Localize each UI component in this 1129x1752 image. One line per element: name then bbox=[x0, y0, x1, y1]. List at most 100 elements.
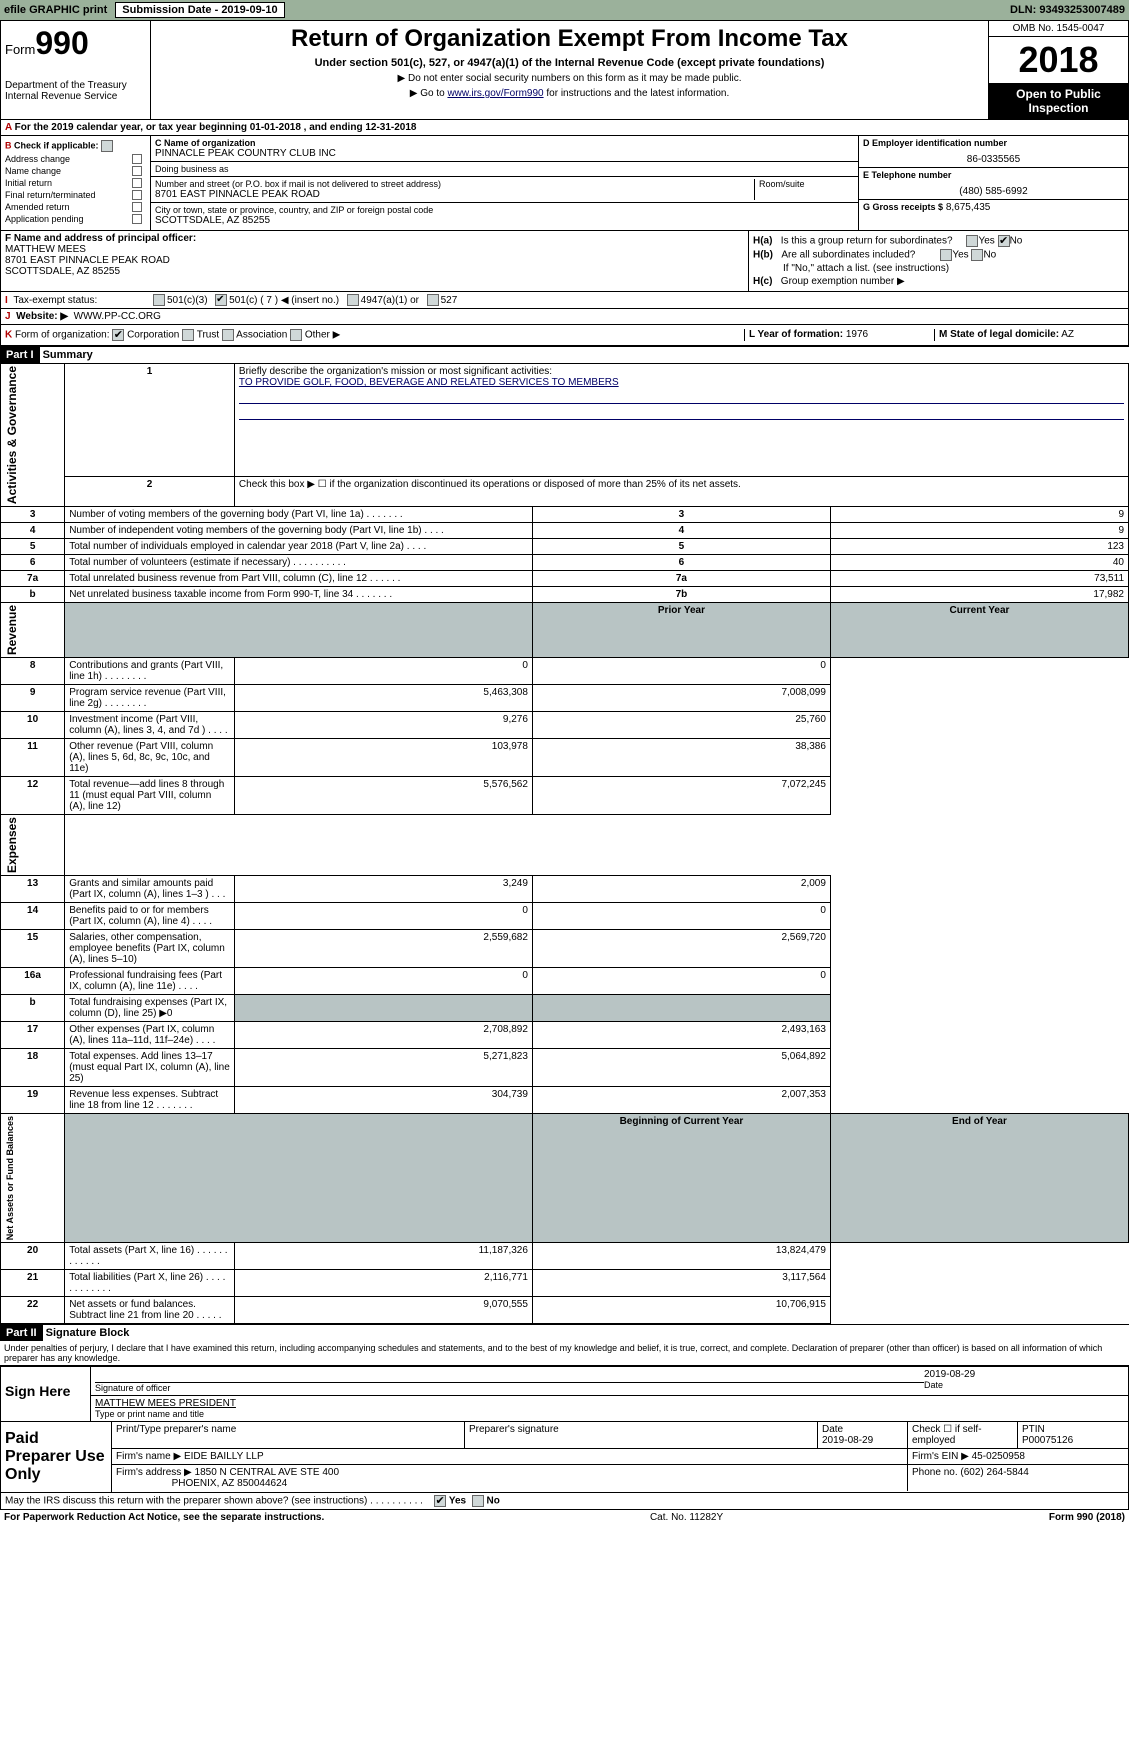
footer-yes-cb[interactable] bbox=[434, 1495, 446, 1507]
main-info: B Check if applicable: Address changeNam… bbox=[0, 136, 1129, 231]
row-py: 0 bbox=[234, 658, 532, 685]
hb-note: If "No," attach a list. (see instruction… bbox=[753, 263, 1124, 274]
org-name: PINNACLE PEAK COUNTRY CLUB INC bbox=[155, 148, 854, 159]
checkbox[interactable] bbox=[132, 178, 142, 188]
principal-left: F Name and address of principal officer:… bbox=[1, 231, 748, 291]
part1-title: Summary bbox=[43, 349, 93, 361]
checkbox[interactable] bbox=[132, 190, 142, 200]
ha-no-cb[interactable] bbox=[998, 235, 1010, 247]
row-desc: Investment income (Part VIII, column (A)… bbox=[65, 712, 235, 739]
tax-cb3[interactable] bbox=[347, 294, 359, 306]
row-cy: 2,007,353 bbox=[532, 1087, 830, 1114]
form-header: Form990 Department of the Treasury Inter… bbox=[0, 20, 1129, 120]
tax-cb4[interactable] bbox=[427, 294, 439, 306]
irs-link[interactable]: www.irs.gov/Form990 bbox=[447, 88, 543, 99]
footer-no-cb[interactable] bbox=[472, 1495, 484, 1507]
row-box: 5 bbox=[532, 539, 830, 555]
row-desc: Total number of individuals employed in … bbox=[65, 539, 533, 555]
prep-col3: 2019-08-29 bbox=[822, 1435, 903, 1446]
prep-phone: (602) 264-5844 bbox=[960, 1467, 1028, 1478]
form-cb2[interactable] bbox=[182, 329, 194, 341]
colb-item: Initial return bbox=[5, 178, 146, 188]
row-num: 17 bbox=[1, 1022, 65, 1049]
form-org-label: Form of organization: bbox=[15, 330, 110, 341]
row-py: 2,116,771 bbox=[234, 1270, 532, 1297]
row-num: 7a bbox=[1, 571, 65, 587]
tax-cb2[interactable] bbox=[215, 294, 227, 306]
checkbox[interactable] bbox=[132, 166, 142, 176]
row-num: b bbox=[1, 587, 65, 603]
dept-irs: Internal Revenue Service bbox=[5, 91, 146, 102]
hb-yes-cb[interactable] bbox=[940, 249, 952, 261]
city-row: City or town, state or province, country… bbox=[151, 203, 858, 228]
ha-yes: Yes bbox=[978, 236, 994, 247]
row-num: 15 bbox=[1, 930, 65, 968]
row-num: 3 bbox=[1, 507, 65, 523]
row-cy: 0 bbox=[532, 903, 830, 930]
form-cb4[interactable] bbox=[290, 329, 302, 341]
cat-no: Cat. No. 11282Y bbox=[324, 1512, 1049, 1523]
row-desc: Number of independent voting members of … bbox=[65, 523, 533, 539]
phone-row: E Telephone number (480) 585-6992 bbox=[859, 168, 1128, 200]
hb-text: Are all subordinates included? bbox=[781, 250, 915, 261]
row-val: 73,511 bbox=[830, 571, 1128, 587]
row-num: 18 bbox=[1, 1049, 65, 1087]
tax-cb1[interactable] bbox=[153, 294, 165, 306]
part1-header-row: Part I Summary bbox=[0, 346, 1129, 363]
prep-col2: Preparer's signature bbox=[469, 1424, 813, 1435]
sig-name-label: Type or print name and title bbox=[95, 1409, 1124, 1419]
website-label: Website: ▶ bbox=[16, 311, 68, 322]
sig-name: MATTHEW MEES PRESIDENT bbox=[95, 1398, 1124, 1409]
note2-pre: ▶ Go to bbox=[410, 88, 448, 99]
row-box: 3 bbox=[532, 507, 830, 523]
row-cy: 0 bbox=[532, 968, 830, 995]
preparer-section: Paid Preparer Use Only Print/Type prepar… bbox=[0, 1422, 1129, 1493]
firm-ein: 45-0250958 bbox=[972, 1451, 1025, 1462]
row-num: 9 bbox=[1, 685, 65, 712]
topbar: efile GRAPHIC print Submission Date - 20… bbox=[0, 0, 1129, 20]
firm-addr-label: Firm's address ▶ bbox=[116, 1467, 192, 1478]
city-label: City or town, state or province, country… bbox=[155, 205, 854, 215]
tax-year: 2018 bbox=[989, 37, 1128, 83]
form-title: Return of Organization Exempt From Incom… bbox=[155, 25, 984, 53]
footer-yes: Yes bbox=[449, 1496, 466, 1507]
row-cy: 3,117,564 bbox=[532, 1270, 830, 1297]
website-j: J bbox=[5, 311, 11, 322]
row-cy: 38,386 bbox=[532, 739, 830, 777]
form-number: Form990 bbox=[5, 25, 146, 62]
principal-addr1: 8701 EAST PINNACLE PEAK ROAD bbox=[5, 255, 744, 266]
ha-yes-cb[interactable] bbox=[966, 235, 978, 247]
q1-num: 1 bbox=[65, 364, 235, 477]
form-note2: ▶ Go to www.irs.gov/Form990 for instruct… bbox=[155, 88, 984, 99]
checkbox[interactable] bbox=[132, 214, 142, 224]
row-num: b bbox=[1, 995, 65, 1022]
row-val: 9 bbox=[830, 523, 1128, 539]
tax-i: I bbox=[5, 295, 8, 306]
blank2 bbox=[65, 1114, 533, 1243]
row-val: 123 bbox=[830, 539, 1128, 555]
form-ref: Form 990 (2018) bbox=[1049, 1512, 1125, 1523]
hb-no-cb[interactable] bbox=[971, 249, 983, 261]
checkbox[interactable] bbox=[132, 202, 142, 212]
tax-label: Tax-exempt status: bbox=[13, 295, 97, 306]
efile-label: efile GRAPHIC print bbox=[4, 4, 107, 16]
principal-right: H(a) Is this a group return for subordin… bbox=[748, 231, 1128, 291]
checkbox[interactable] bbox=[132, 154, 142, 164]
m-value: AZ bbox=[1061, 329, 1074, 340]
checkbox[interactable] bbox=[101, 140, 113, 152]
header-left: Form990 Department of the Treasury Inter… bbox=[1, 21, 151, 119]
row-box: 6 bbox=[532, 555, 830, 571]
q2-num: 2 bbox=[65, 476, 235, 507]
q2-text: Check this box ▶ ☐ if the organization d… bbox=[234, 476, 1128, 507]
row-num: 6 bbox=[1, 555, 65, 571]
sig-date: 2019-08-29 bbox=[924, 1369, 1124, 1380]
col-b-label: Check if applicable: bbox=[14, 140, 99, 150]
paperwork-note: For Paperwork Reduction Act Notice, see … bbox=[4, 1512, 324, 1523]
row-cy: 2,569,720 bbox=[532, 930, 830, 968]
firm-name-label: Firm's name ▶ bbox=[116, 1451, 181, 1462]
form-cb3[interactable] bbox=[222, 329, 234, 341]
form-cb1[interactable] bbox=[112, 329, 124, 341]
row-py: 5,271,823 bbox=[234, 1049, 532, 1087]
row-cy: 13,824,479 bbox=[532, 1243, 830, 1270]
ein-value: 86-0335565 bbox=[863, 154, 1124, 165]
